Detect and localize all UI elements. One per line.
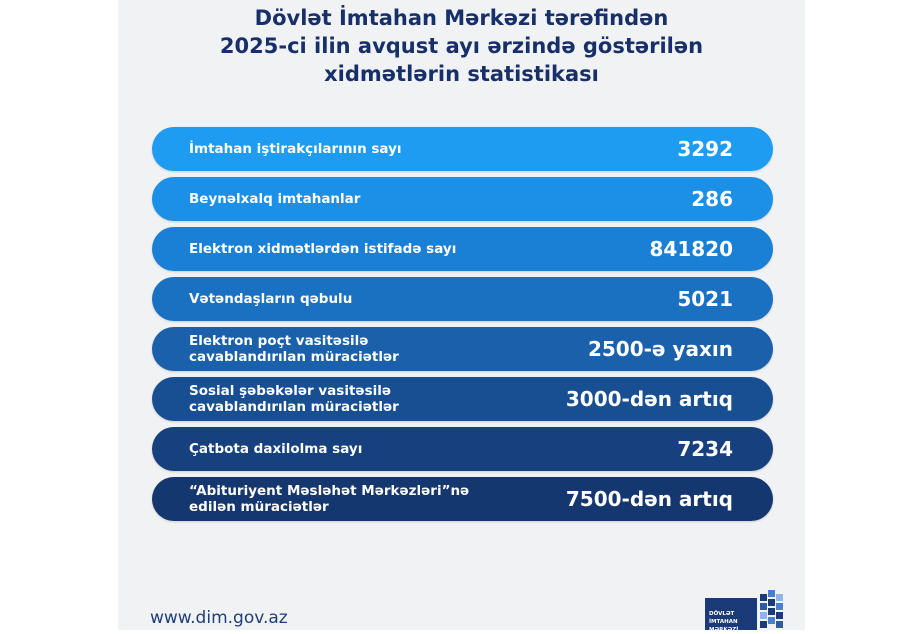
stat-value: 3292 [677,137,733,161]
stat-label: İmtahan iştirakçılarının sayı [189,141,402,157]
logo-square [760,603,767,610]
logo-line: DÖVLƏT [709,611,735,617]
logo-box: DÖVLƏT İMTAHAN MƏRKƏZİ [705,598,757,633]
stat-value: 7500-dən artıq [565,487,733,511]
stat-row: İmtahan iştirakçılarının sayı 3292 [152,127,773,171]
stat-value: 286 [691,187,733,211]
stat-label-line: “Abituriyent Məsləhət Mərkəzləri”nə [189,483,470,499]
stat-label-line: edilən müraciətlər [189,499,329,515]
stat-label: Beynəlxalq imtahanlar [189,191,360,207]
title-line: xidmətlərin statistikası [324,62,599,86]
logo-square [768,608,775,615]
logo-square [768,590,775,597]
logo-line: MƏRKƏZİ [709,627,739,633]
stat-row: Çatbota daxilolma sayı 7234 [152,427,773,471]
stat-label-line: İmtahan iştirakçılarının sayı [189,141,402,157]
logo-square [776,621,783,628]
logo-square [760,594,767,601]
stat-value: 841820 [649,237,734,261]
stat-label-line: Elektron poçt vasitəsilə [189,333,369,349]
stat-label-line: Sosial şəbəkələr vasitəsilə [189,383,392,399]
stat-row: “Abituriyent Məsləhət Mərkəzləri”nə edilə… [152,477,773,521]
website-url: www.dim.gov.az [150,608,288,628]
logo-line: İMTAHAN [709,619,738,625]
stat-label-line: Elektron xidmətlərdən istifadə sayı [189,241,457,257]
stat-label-line: cavablandırılan müraciətlər [189,349,399,365]
stat-label-line: Çatbota daxilolma sayı [189,441,363,457]
logo-square [760,612,767,619]
stat-list: İmtahan iştirakçılarının sayı 3292 Beynəlx… [152,127,773,527]
title: Dövlət İmtahan Mərkəzi tərəfindən 2025-ci… [118,4,805,88]
stat-label: Elektron xidmətlərdən istifadə sayı [189,241,456,257]
stat-value: 2500-ə yaxın [587,337,733,361]
logo: DÖVLƏT İMTAHAN MƏRKƏZİ [705,590,783,633]
stat-label: “Abituriyent Məsləhət Mərkəzləri”nə edilə… [189,483,469,515]
logo-square [776,612,783,619]
stat-label-line: cavablandırılan müraciətlər [189,399,399,415]
stat-row: Beynəlxalq imtahanlar 286 [152,177,773,221]
title-line: Dövlət İmtahan Mərkəzi tərəfindən [254,6,669,30]
stat-row: Vətəndaşların qəbulu 5021 [152,277,773,321]
stat-label: Vətəndaşların qəbulu [189,291,352,307]
stat-label-line: Beynəlxalq imtahanlar [189,191,361,207]
stat-row: Elektron xidmətlərdən istifadə sayı 84182… [152,227,773,271]
logo-square [768,599,775,606]
title-line: 2025-ci ilin avqust ayı ərzində göstəril… [219,34,704,58]
stat-value: 3000-dən artıq [565,387,733,411]
stat-label: Sosial şəbəkələr vasitəsilə cavablandırıl… [189,383,399,415]
stat-value: 5021 [677,287,733,311]
stat-label: Elektron poçt vasitəsilə cavablandırılan … [189,333,399,365]
logo-square [776,603,783,610]
stat-value: 7234 [677,437,733,461]
logo-square [760,621,767,628]
stat-row: Sosial şəbəkələr vasitəsilə cavablandırıl… [152,377,773,421]
stat-label: Çatbota daxilolma sayı [189,441,362,457]
logo-square [776,594,783,601]
logo-square [768,617,775,624]
stat-row: Elektron poçt vasitəsilə cavablandırılan … [152,327,773,371]
logo-text: DÖVLƏT İMTAHAN MƏRKƏZİ [709,610,738,634]
stat-label-line: Vətəndaşların qəbulu [189,291,353,307]
